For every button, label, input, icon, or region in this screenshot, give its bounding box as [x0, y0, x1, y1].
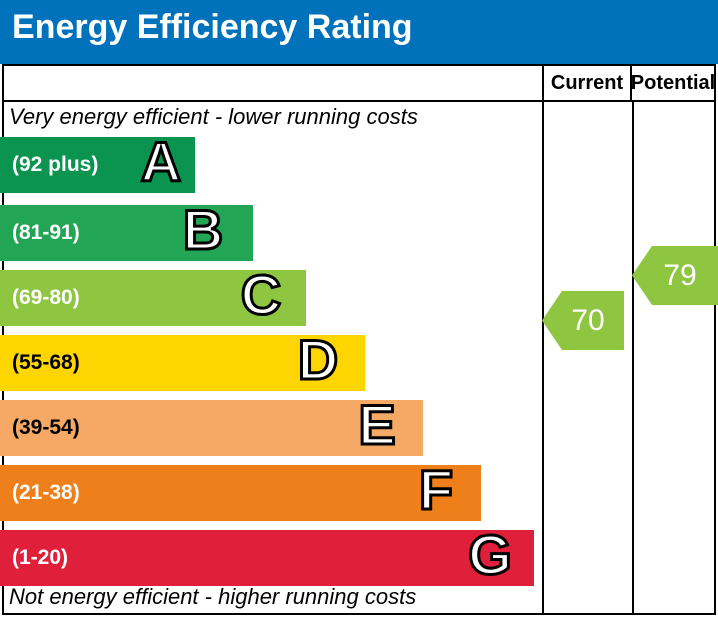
svg-text:A: A — [141, 135, 181, 193]
svg-text:D: D — [298, 333, 338, 391]
svg-text:G: G — [468, 528, 512, 586]
svg-text:E: E — [358, 398, 395, 456]
svg-text:C: C — [241, 268, 281, 326]
svg-text:F: F — [419, 463, 453, 521]
svg-text:B: B — [183, 203, 223, 261]
